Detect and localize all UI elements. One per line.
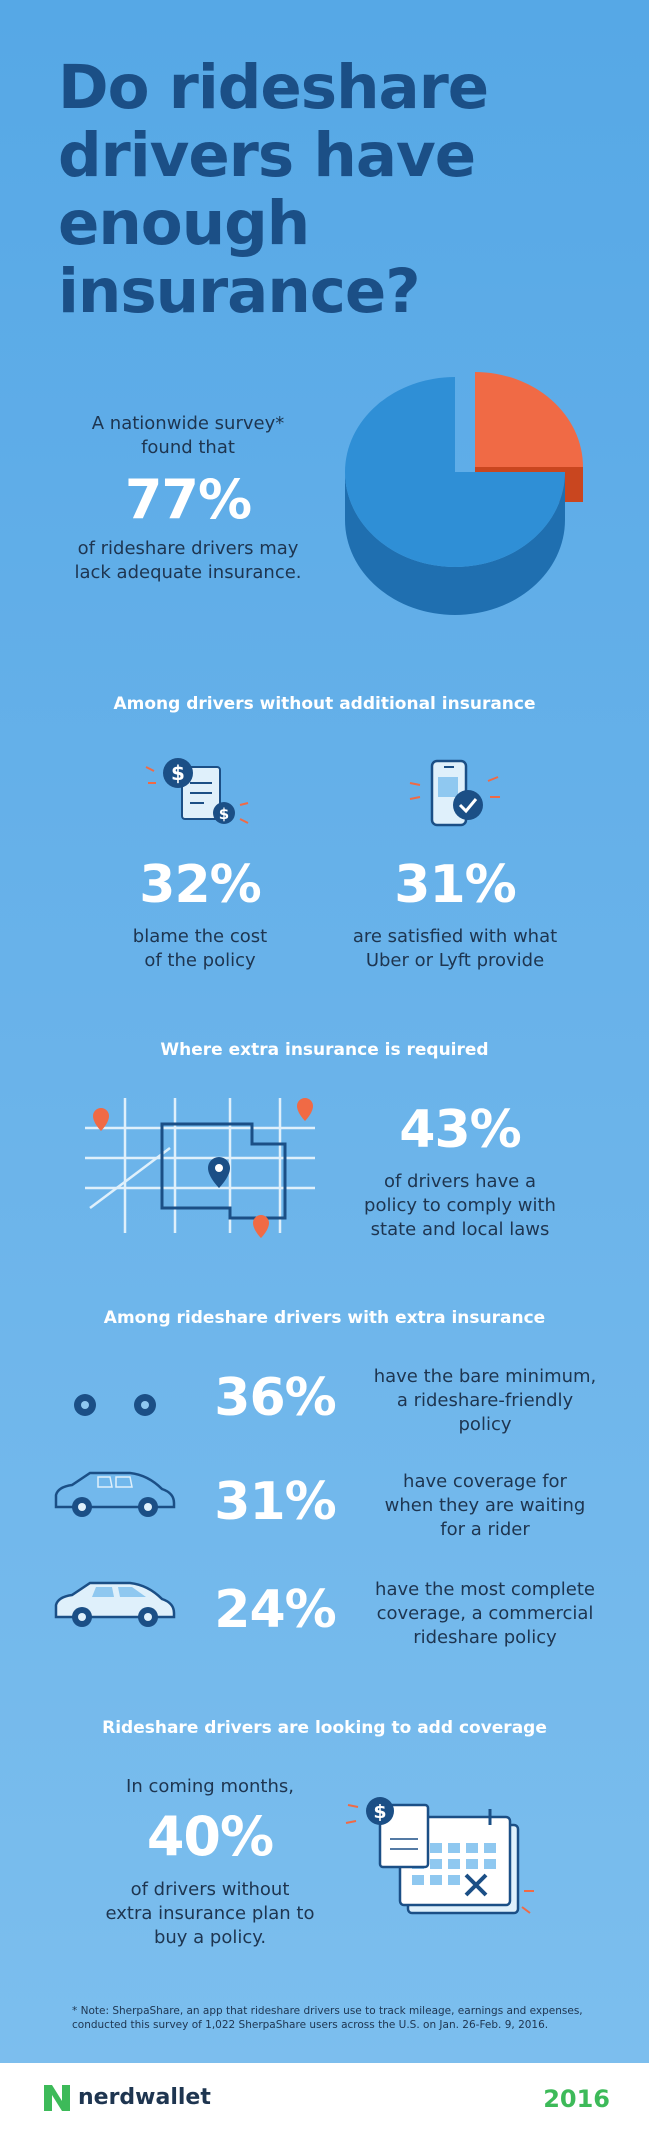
section3-row3-text: have the most complete coverage, a comme… [360, 1578, 610, 1650]
phone-check-icon [409, 759, 500, 827]
section1-left-line-1: blame the cost [132, 926, 268, 947]
section1-right-stat: 31% [394, 855, 516, 915]
section3-row3-stat: 24% [214, 1580, 336, 1640]
section2-line-1: of drivers have a [383, 1171, 537, 1192]
section4-line-4: buy a policy. [153, 1927, 267, 1948]
intro-line-2: found that [141, 437, 235, 458]
section3-row1-line-3: policy [458, 1414, 512, 1435]
pie-chart-icon [345, 372, 583, 615]
car-outline-icon [54, 1471, 176, 1517]
section3-row2-stat: 31% [214, 1472, 336, 1532]
section3-row2-text: have coverage for when they are waiting … [360, 1470, 610, 1542]
page-title: Do rideshare drivers have enough insuran… [58, 52, 489, 327]
footnote-line-1: * Note: SherpaShare, an app that ridesha… [72, 2005, 583, 2017]
section3-row3-line-3: rideshare policy [413, 1627, 557, 1648]
section2-text: of drivers have a policy to comply with … [340, 1170, 580, 1242]
section4-line-1: In coming months, [126, 1776, 294, 1797]
section3-row1-stat: 36% [214, 1368, 336, 1428]
intro-line-3: of rideshare drivers may [77, 538, 299, 559]
svg-text:$: $ [219, 805, 229, 823]
intro-line-1: A nationwide survey* [91, 413, 285, 434]
wheels-icon [74, 1394, 156, 1416]
section2-line-3: state and local laws [370, 1219, 550, 1240]
section3-row2-line-3: for a rider [440, 1519, 530, 1540]
section3-row3-line-2: coverage, a commercial [376, 1603, 594, 1624]
brand-name: nerdwallet [78, 2085, 211, 2110]
nerdwallet-logo-icon [44, 2085, 70, 2111]
section3-row1-text: have the bare minimum, a rideshare-frien… [360, 1365, 610, 1437]
section1-right-text: are satisfied with what Uber or Lyft pro… [335, 925, 575, 973]
car-filled-icon [54, 1581, 176, 1627]
pie-side-blue [345, 472, 565, 615]
section1-heading: Among drivers without additional insuran… [113, 694, 536, 714]
section3-row2-line-2: when they are waiting [384, 1495, 586, 1516]
pie-slice-orange [475, 372, 583, 467]
intro-stat: 77% [124, 468, 252, 531]
section4-heading: Rideshare drivers are looking to add cov… [102, 1718, 547, 1738]
section4-stat: 40% [146, 1805, 274, 1868]
section4-line-2: of drivers without [130, 1879, 290, 1900]
section2-line-2: policy to comply with [364, 1195, 556, 1216]
footnote: * Note: SherpaShare, an app that ridesha… [72, 2004, 632, 2032]
pie-slice-blue [345, 377, 565, 567]
footer-bar: nerdwallet 2016 [0, 2063, 649, 2135]
section1-right-line-1: are satisfied with what [352, 926, 558, 947]
intro-text-top: A nationwide survey* found that [58, 412, 318, 460]
footnote-line-2: conducted this survey of 1,022 SherpaSha… [72, 2019, 549, 2031]
section3-row2-line-1: have coverage for [403, 1471, 567, 1492]
section1-left-text: blame the cost of the policy [100, 925, 300, 973]
intro-text-bottom: of rideshare drivers may lack adequate i… [58, 537, 318, 585]
svg-text:$: $ [171, 761, 185, 785]
svg-text:$: $ [373, 1801, 386, 1823]
section3-row1-line-2: a rideshare-friendly [396, 1390, 574, 1411]
section2-heading: Where extra insurance is required [160, 1040, 489, 1060]
section3-row3-line-1: have the most complete [375, 1579, 595, 1600]
section1-left-stat: 32% [139, 855, 261, 915]
money-bills-icon: $ $ [145, 758, 249, 824]
footer-year: 2016 [543, 2085, 610, 2113]
section4-text: of drivers without extra insurance plan … [70, 1878, 350, 1950]
section2-stat: 43% [399, 1100, 521, 1160]
intro-line-4: lack adequate insurance. [74, 562, 302, 583]
section1-right-line-2: Uber or Lyft provide [365, 950, 545, 971]
section4-line-3: extra insurance plan to [105, 1903, 315, 1924]
city-map-icon [85, 1098, 315, 1238]
section3-row1-line-1: have the bare minimum, [373, 1366, 597, 1387]
calendar-bill-icon: $ [345, 1797, 534, 1915]
section3-heading: Among rideshare drivers with extra insur… [103, 1308, 546, 1328]
section1-left-line-2: of the policy [144, 950, 256, 971]
